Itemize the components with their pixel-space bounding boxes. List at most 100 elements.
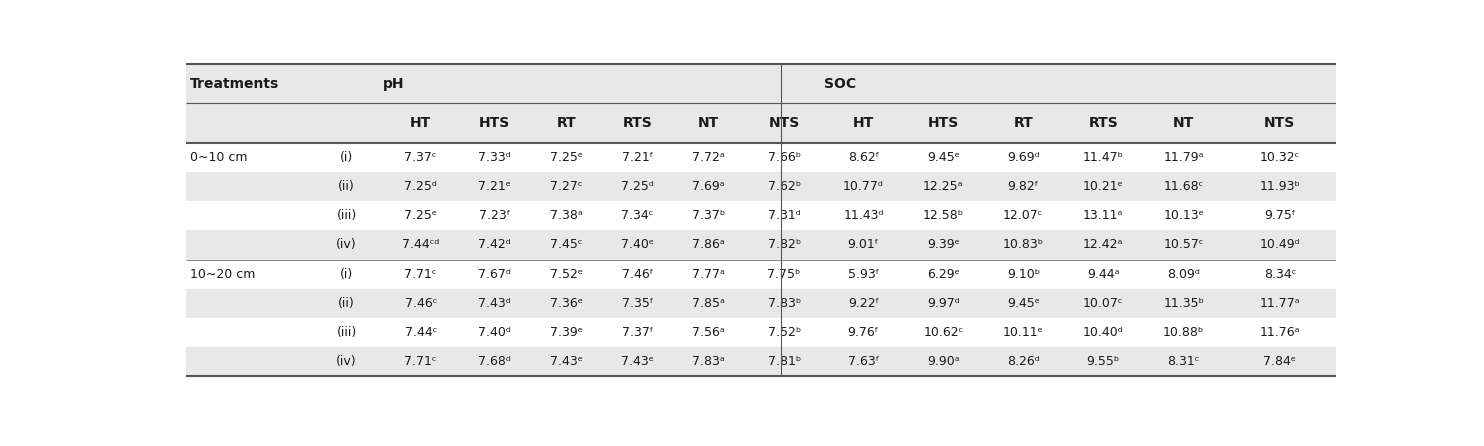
- Text: RTS: RTS: [623, 116, 653, 130]
- Text: 10.49ᵈ: 10.49ᵈ: [1260, 239, 1300, 252]
- Text: 7.56ᵃ: 7.56ᵃ: [693, 326, 726, 339]
- Text: 9.10ᵇ: 9.10ᵇ: [1006, 268, 1040, 281]
- Text: 7.34ᶜ: 7.34ᶜ: [622, 209, 653, 222]
- Text: 10∼20 cm: 10∼20 cm: [190, 268, 255, 281]
- Text: 7.52ᵇ: 7.52ᵇ: [767, 326, 801, 339]
- Text: 9.97ᵈ: 9.97ᵈ: [928, 297, 960, 310]
- Bar: [186, 143, 1336, 172]
- Text: 7.37ᵇ: 7.37ᵇ: [692, 209, 726, 222]
- Text: 7.69ᵃ: 7.69ᵃ: [693, 180, 726, 193]
- Text: 7.71ᶜ: 7.71ᶜ: [405, 268, 436, 281]
- Text: 7.43ᵉ: 7.43ᵉ: [549, 355, 583, 368]
- Text: 9.55ᵇ: 9.55ᵇ: [1086, 355, 1120, 368]
- Text: 9.45ᵉ: 9.45ᵉ: [928, 151, 960, 164]
- Text: NTS: NTS: [769, 116, 800, 130]
- Bar: [186, 201, 1336, 231]
- Text: 7.25ᵉ: 7.25ᵉ: [549, 151, 583, 164]
- Text: (ii): (ii): [338, 297, 355, 310]
- Text: 9.44ᵃ: 9.44ᵃ: [1086, 268, 1119, 281]
- Text: 7.82ᵇ: 7.82ᵇ: [767, 239, 801, 252]
- Text: 13.11ᵃ: 13.11ᵃ: [1083, 209, 1123, 222]
- Text: 7.38ᵃ: 7.38ᵃ: [549, 209, 583, 222]
- Text: 7.21ᵉ: 7.21ᵉ: [478, 180, 510, 193]
- Text: 11.76ᵃ: 11.76ᵃ: [1260, 326, 1300, 339]
- Text: (iv): (iv): [337, 355, 356, 368]
- Text: (i): (i): [340, 268, 353, 281]
- Text: 7.71ᶜ: 7.71ᶜ: [405, 355, 436, 368]
- Text: 7.85ᵃ: 7.85ᵃ: [693, 297, 726, 310]
- Bar: [186, 260, 1336, 289]
- Text: 9.76ᶠ: 9.76ᶠ: [847, 326, 879, 339]
- Text: 7.25ᵈ: 7.25ᵈ: [404, 180, 438, 193]
- Text: HTS: HTS: [479, 116, 510, 130]
- Text: 5.93ᶠ: 5.93ᶠ: [847, 268, 879, 281]
- Text: 9.82ᶠ: 9.82ᶠ: [1008, 180, 1039, 193]
- Text: 11.68ᶜ: 11.68ᶜ: [1163, 180, 1204, 193]
- Text: 8.34ᶜ: 8.34ᶜ: [1264, 268, 1296, 281]
- Text: 7.33ᵈ: 7.33ᵈ: [478, 151, 510, 164]
- Text: 6.29ᵉ: 6.29ᵉ: [928, 268, 960, 281]
- Text: (iii): (iii): [337, 209, 356, 222]
- Text: 7.25ᵉ: 7.25ᵉ: [404, 209, 438, 222]
- Text: 11.43ᵈ: 11.43ᵈ: [843, 209, 884, 222]
- Text: 7.68ᵈ: 7.68ᵈ: [478, 355, 510, 368]
- Text: 10.13ᵉ: 10.13ᵉ: [1163, 209, 1204, 222]
- Text: 12.42ᵃ: 12.42ᵃ: [1083, 239, 1123, 252]
- Text: pH: pH: [383, 77, 405, 91]
- Text: 7.45ᶜ: 7.45ᶜ: [551, 239, 582, 252]
- Text: 8.31ᶜ: 8.31ᶜ: [1168, 355, 1201, 368]
- Text: 7.25ᵈ: 7.25ᵈ: [620, 180, 654, 193]
- Text: (ii): (ii): [338, 180, 355, 193]
- Text: NT: NT: [1174, 116, 1195, 130]
- Text: 11.47ᵇ: 11.47ᵇ: [1083, 151, 1123, 164]
- Text: 7.37ᶜ: 7.37ᶜ: [405, 151, 436, 164]
- Text: 7.75ᵇ: 7.75ᵇ: [767, 268, 801, 281]
- Text: 8.09ᵈ: 8.09ᵈ: [1168, 268, 1201, 281]
- Text: 10.88ᵇ: 10.88ᵇ: [1163, 326, 1205, 339]
- Text: 8.26ᵈ: 8.26ᵈ: [1008, 355, 1040, 368]
- Text: Treatments: Treatments: [190, 77, 279, 91]
- Text: (i): (i): [340, 151, 353, 164]
- Text: 12.58ᵇ: 12.58ᵇ: [923, 209, 965, 222]
- Bar: [186, 54, 1336, 64]
- Text: 9.45ᵉ: 9.45ᵉ: [1008, 297, 1040, 310]
- Bar: [186, 318, 1336, 347]
- Bar: [186, 64, 1336, 143]
- Text: RTS: RTS: [1088, 116, 1117, 130]
- Text: 9.01ᶠ: 9.01ᶠ: [847, 239, 879, 252]
- Text: 7.23ᶠ: 7.23ᶠ: [478, 209, 510, 222]
- Text: 11.77ᵃ: 11.77ᵃ: [1260, 297, 1300, 310]
- Text: 0∼10 cm: 0∼10 cm: [190, 151, 248, 164]
- Text: 7.67ᵈ: 7.67ᵈ: [478, 268, 510, 281]
- Text: (iv): (iv): [337, 239, 356, 252]
- Text: 7.81ᵇ: 7.81ᵇ: [767, 355, 801, 368]
- Text: NT: NT: [697, 116, 720, 130]
- Text: 7.43ᵉ: 7.43ᵉ: [620, 355, 654, 368]
- Text: 7.44ᶜᵈ: 7.44ᶜᵈ: [402, 239, 439, 252]
- Text: 9.75ᶠ: 9.75ᶠ: [1264, 209, 1296, 222]
- Text: 7.27ᶜ: 7.27ᶜ: [551, 180, 582, 193]
- Text: 9.90ᵃ: 9.90ᵃ: [928, 355, 960, 368]
- Bar: [186, 172, 1336, 201]
- Text: HT: HT: [853, 116, 874, 130]
- Text: 7.39ᵉ: 7.39ᵉ: [549, 326, 583, 339]
- Text: 11.79ᵃ: 11.79ᵃ: [1163, 151, 1204, 164]
- Text: 7.62ᵇ: 7.62ᵇ: [767, 180, 801, 193]
- Text: 7.42ᵈ: 7.42ᵈ: [478, 239, 510, 252]
- Text: 7.44ᶜ: 7.44ᶜ: [405, 326, 436, 339]
- Text: 7.31ᵈ: 7.31ᵈ: [767, 209, 800, 222]
- Text: 12.25ᵃ: 12.25ᵃ: [923, 180, 963, 193]
- Text: 10.07ᶜ: 10.07ᶜ: [1083, 297, 1123, 310]
- Text: 9.69ᵈ: 9.69ᵈ: [1008, 151, 1040, 164]
- Text: 7.37ᶠ: 7.37ᶠ: [622, 326, 653, 339]
- Text: 7.36ᵉ: 7.36ᵉ: [549, 297, 583, 310]
- Text: 7.66ᵇ: 7.66ᵇ: [767, 151, 801, 164]
- Text: HT: HT: [410, 116, 432, 130]
- Text: 7.35ᶠ: 7.35ᶠ: [622, 297, 653, 310]
- Text: NTS: NTS: [1264, 116, 1296, 130]
- Text: 7.83ᵇ: 7.83ᵇ: [767, 297, 801, 310]
- Text: 12.07ᶜ: 12.07ᶜ: [1003, 209, 1043, 222]
- Text: 7.84ᵉ: 7.84ᵉ: [1263, 355, 1297, 368]
- Text: 7.40ᵈ: 7.40ᵈ: [478, 326, 510, 339]
- Text: 7.83ᵃ: 7.83ᵃ: [693, 355, 726, 368]
